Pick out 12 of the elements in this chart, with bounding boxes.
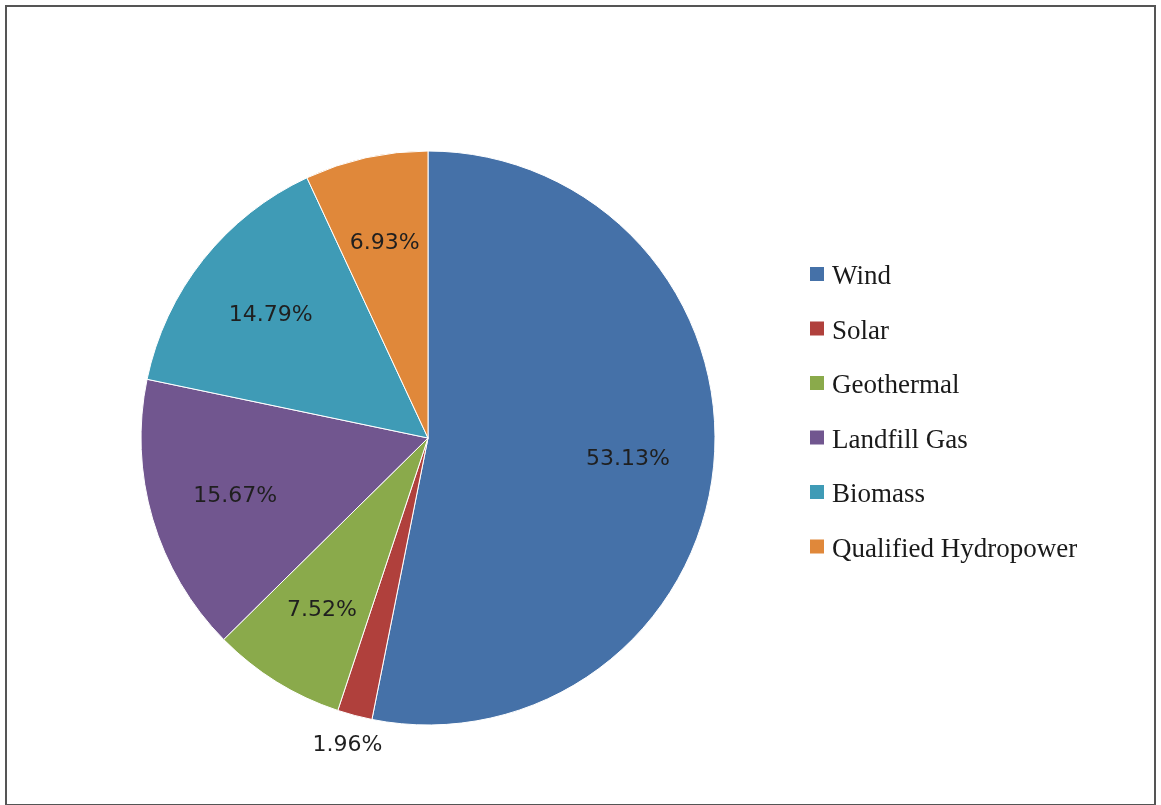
legend-label: Qualified Hydropower <box>832 532 1078 563</box>
data-label: 14.79% <box>228 300 313 326</box>
legend-label: Wind <box>832 260 892 290</box>
data-label: 6.93% <box>349 229 420 255</box>
legend-label: Landfill Gas <box>832 423 968 454</box>
data-label: 53.13% <box>585 445 670 471</box>
data-label: 15.67% <box>193 482 278 508</box>
legend-label: Solar <box>832 314 889 345</box>
legend-label: Geothermal <box>832 369 960 399</box>
legend-label: Biomass <box>832 478 926 508</box>
data-label: 1.96% <box>312 730 383 756</box>
data-label: 7.52% <box>287 596 357 622</box>
